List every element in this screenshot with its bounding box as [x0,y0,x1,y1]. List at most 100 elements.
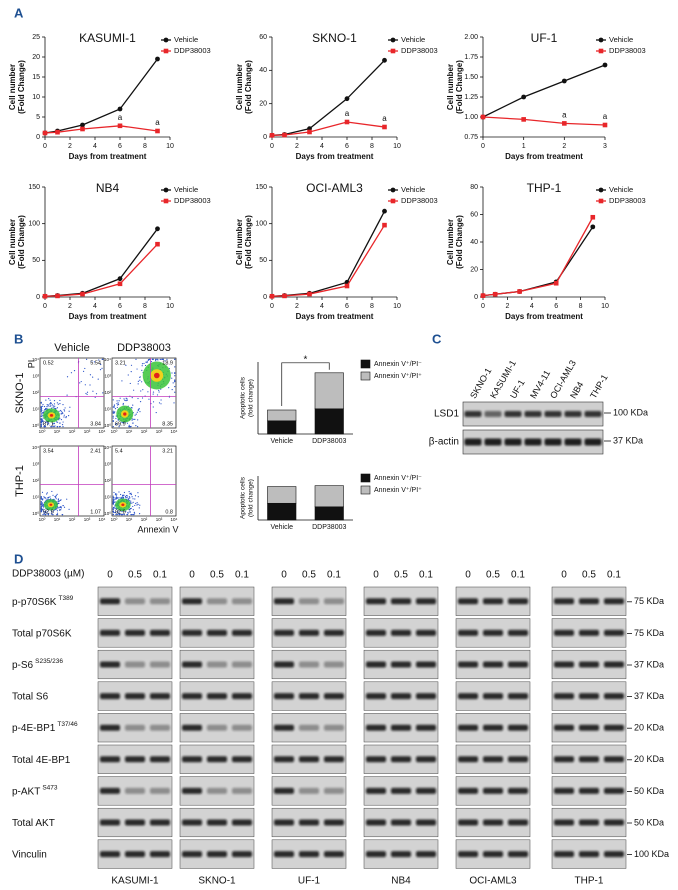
axis-tick-label: 10¹ [126,429,133,434]
band [524,438,542,446]
band [366,851,386,858]
band [508,629,528,636]
band [604,851,624,858]
dose-label: 0.5 [394,570,408,581]
band [125,629,145,636]
axis-tick-label: 10² [69,517,76,522]
x-tick-label: 6 [554,303,558,310]
legend-label: Vehicle [401,35,425,44]
band [182,693,202,700]
band [504,438,522,446]
point [269,133,275,138]
x-tick-label: 6 [118,143,122,150]
row-name: p-S6 [12,660,34,671]
y-tick-label: 0.75 [464,134,478,141]
chart-title: THP-1 [527,181,562,195]
quadrant-value: 92.6 [115,509,126,515]
band [391,693,411,700]
point [117,276,123,282]
quadrant-value: 18.9 [162,360,173,366]
y-tick-label: 1.25 [464,94,478,101]
legend-label: Vehicle [609,35,633,44]
dose-label: 0.5 [582,570,596,581]
legend-label: Annexin V⁺/PI⁻ [374,475,422,482]
axis-tick-label: 10⁰ [39,429,46,434]
legend-label: Annexin V⁺/PI⁺ [374,487,422,494]
band [207,851,227,858]
band [207,724,227,731]
x-tick-label: 10 [393,303,401,310]
series-line [44,58,159,134]
dose-label: 0.5 [302,570,316,581]
band [458,756,478,763]
axis-tick-label: 10¹ [54,517,61,522]
legend-swatch [360,485,371,495]
x-axis-label: Days from treatment [296,152,374,161]
axis-tick-label: 10³ [84,429,91,434]
x-tick-label: 2 [68,143,72,150]
band [324,661,344,668]
point-label: a [603,112,608,121]
legend-marker [163,48,169,54]
row-name: p-AKT [12,786,40,797]
legend-marker [390,48,396,54]
band [324,819,344,826]
dose-label: 0 [189,570,195,581]
axis-tick-label: 10⁴ [171,517,178,522]
y-tick-label: 60 [259,34,267,41]
band [524,411,542,417]
band [604,661,624,668]
series-line [482,64,606,118]
y-axis-label: Cell number [446,64,455,110]
group-label: OCI-AML3 [469,876,517,887]
row-name: Total p70S6K [12,628,72,639]
band [554,787,574,794]
point [80,291,85,297]
x-tick-label: 4 [93,143,97,150]
band [366,787,386,794]
x-tick-label: Vehicle [270,438,293,445]
band [150,851,170,858]
band [483,756,503,763]
dose-label: 0.1 [153,570,167,581]
x-tick-label: 4 [530,303,534,310]
column-header: Vehicle [54,342,89,354]
axis-tick-label: 10⁰ [39,517,46,522]
row-label: p-p70S6K T389 [12,595,74,608]
x-tick-label: 6 [345,143,349,150]
bar-segment [314,485,344,508]
band [100,598,120,605]
y-tick-label: 40 [470,239,478,246]
axis-tick-label: 10¹ [104,407,111,412]
point [155,241,160,247]
quadrant-value: 3.84 [90,421,101,427]
band [182,661,202,668]
x-tick-label: 0 [270,303,274,310]
band [182,819,202,826]
y-axis-label: PI [26,360,36,369]
band [458,661,478,668]
band [508,819,528,826]
axis-tick-label: 10³ [104,462,111,467]
group-label: SKNO-1 [198,876,236,887]
band [458,787,478,794]
y-tick-label: 1.75 [464,54,478,61]
legend-label: Vehicle [174,185,198,194]
y-axis-label: Cell number [235,64,244,110]
band [458,851,478,858]
x-tick-label: 10 [601,303,609,310]
band [554,756,574,763]
point [155,56,160,62]
y-axis-label: (fold change) [248,479,255,517]
group-label: KASUMI-1 [111,876,159,887]
axis-tick-label: 10³ [32,462,39,467]
y-tick-label: 1.00 [464,114,478,121]
band [232,693,252,700]
quadrant-value: 3.54 [43,448,54,454]
band [366,756,386,763]
dose-label: 0 [107,570,113,581]
legend-label: DDP38003 [401,196,438,205]
marker-label: 37 KDa [634,691,664,701]
x-tick-label: 2 [295,303,299,310]
point-label: a [562,111,567,120]
